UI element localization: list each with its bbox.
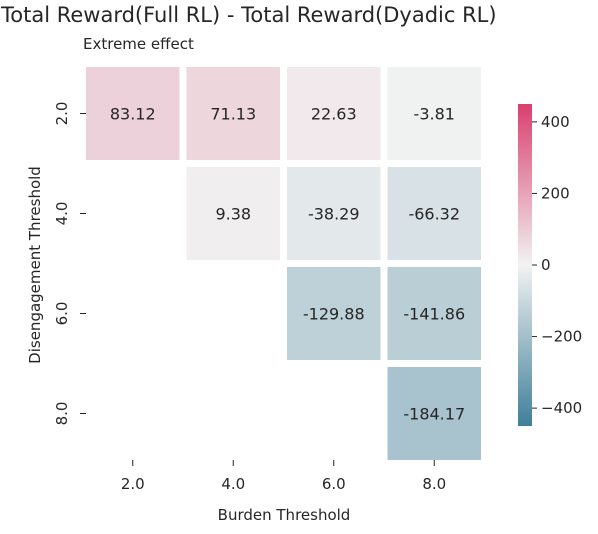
cell-value-label: -141.86 bbox=[403, 305, 465, 324]
x-tick-label: 8.0 bbox=[422, 475, 446, 493]
x-tick-label: 6.0 bbox=[322, 475, 346, 493]
cell-value-label: -66.32 bbox=[408, 205, 460, 224]
cell-value-label: 83.12 bbox=[110, 105, 156, 124]
heatmap-cell bbox=[86, 67, 180, 160]
cell-value-label: 22.63 bbox=[311, 105, 357, 124]
heatmap-cells: 83.12 71.13 22.63 -3.81 9.38 -38.29 -66.32 -129… bbox=[86, 67, 481, 460]
heatmap-cell bbox=[387, 67, 481, 160]
colorbar-tick-label: 400 bbox=[541, 113, 570, 131]
cell-value-label: 71.13 bbox=[210, 105, 256, 124]
heatmap-cell bbox=[387, 367, 481, 460]
colorbar-tick-label: −200 bbox=[541, 328, 582, 346]
colorbar-tick-label: −400 bbox=[541, 399, 582, 417]
cell-value-label: -129.88 bbox=[303, 305, 365, 324]
y-tick-label: 4.0 bbox=[53, 202, 71, 226]
x-axis: 2.0 4.0 6.0 8.0 bbox=[121, 460, 446, 493]
y-tick-label: 2.0 bbox=[53, 102, 71, 126]
x-tick-label: 4.0 bbox=[221, 475, 245, 493]
heatmap-cell bbox=[287, 267, 381, 360]
heatmap-cell bbox=[186, 167, 280, 260]
chart-subtitle: Extreme effect bbox=[83, 35, 194, 53]
x-axis-label: Burden Threshold bbox=[218, 506, 351, 524]
colorbar-ticks: 400 200 0 −200 −400 bbox=[532, 113, 582, 417]
colorbar bbox=[518, 104, 532, 426]
colorbar-tick-label: 0 bbox=[541, 256, 551, 274]
y-axis-label: Disengagement Threshold bbox=[26, 166, 44, 364]
x-tick-label: 2.0 bbox=[121, 475, 145, 493]
cell-value-label: -184.17 bbox=[403, 405, 465, 424]
heatmap-cell bbox=[287, 167, 381, 260]
cell-value-label: -3.81 bbox=[414, 105, 455, 124]
heatmap-cell bbox=[387, 167, 481, 260]
y-tick-label: 8.0 bbox=[53, 402, 71, 426]
y-axis: 2.0 4.0 6.0 8.0 bbox=[53, 102, 86, 426]
heatmap-cell bbox=[287, 67, 381, 160]
cell-value-label: -38.29 bbox=[308, 205, 360, 224]
y-tick-label: 6.0 bbox=[53, 302, 71, 326]
heatmap-cell bbox=[387, 267, 481, 360]
chart-title: Total Reward(Full RL) - Total Reward(Dya… bbox=[0, 3, 497, 27]
heatmap-cell bbox=[186, 67, 280, 160]
colorbar-tick-label: 200 bbox=[541, 184, 570, 202]
cell-value-label: 9.38 bbox=[215, 205, 251, 224]
